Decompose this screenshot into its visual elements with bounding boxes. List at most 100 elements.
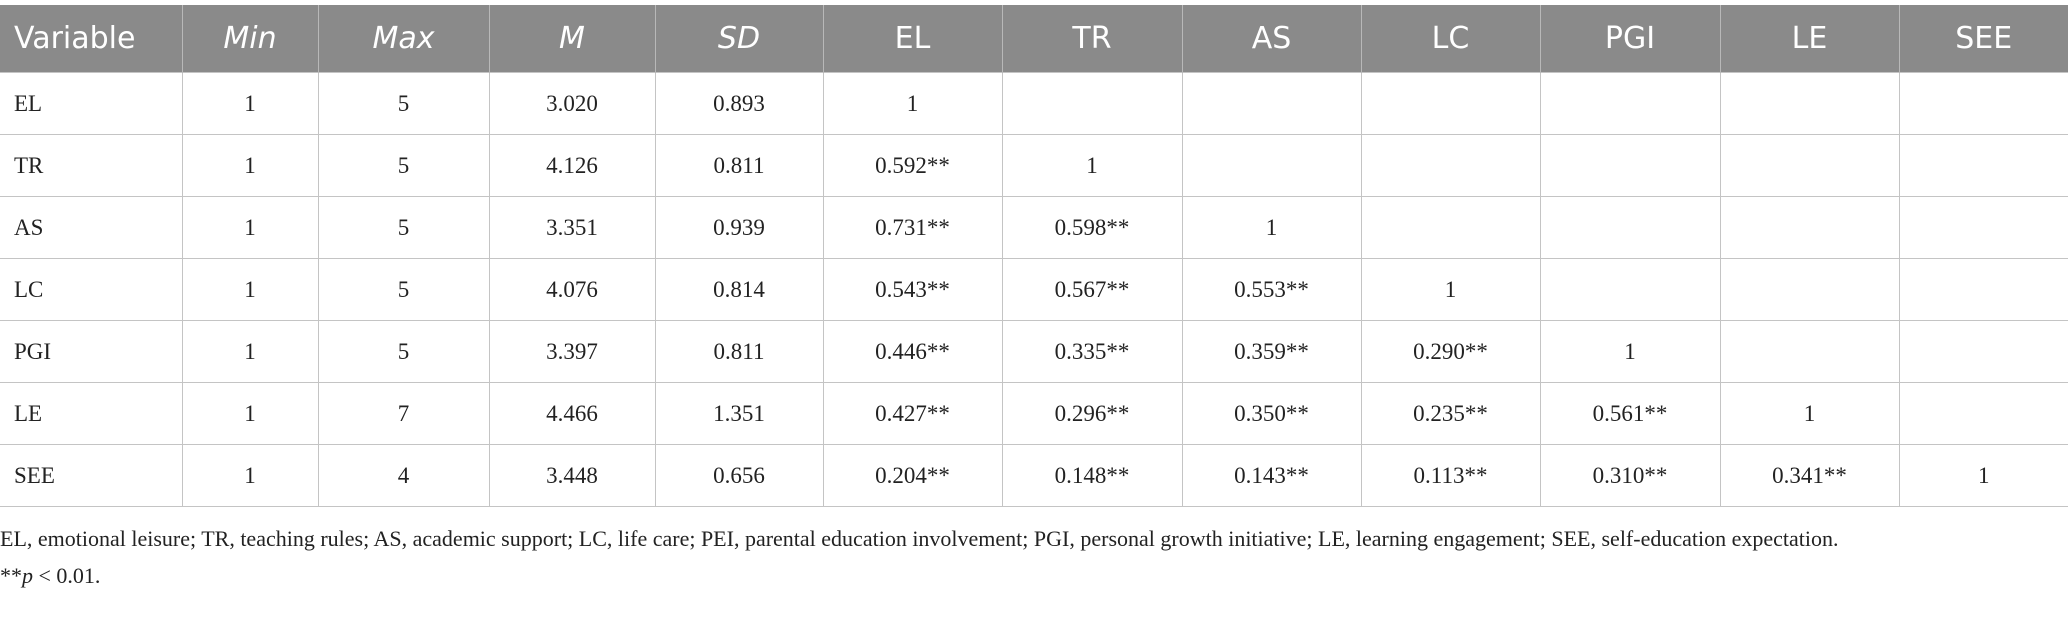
table-cell: 0.341** [1719, 444, 1900, 507]
table-cell: 4.466 [488, 382, 656, 445]
table-row: AS 1 5 3.351 0.939 0.731** 0.598** 1 [0, 196, 2068, 259]
table-cell: 0.427** [822, 382, 1003, 445]
empty-cell [1898, 72, 2068, 135]
empty-cell [1719, 320, 1900, 383]
table-cell: 0.446** [822, 320, 1003, 383]
table-cell: 4.126 [488, 134, 656, 197]
table-cell: 0.939 [654, 196, 824, 259]
table-row: SEE 1 4 3.448 0.656 0.204** 0.148** 0.143** 0.11… [0, 444, 2068, 507]
table-cell: 0.359** [1181, 320, 1362, 383]
column-header: SEE [1898, 5, 2068, 73]
table-cell: 5 [317, 320, 490, 383]
empty-cell [1898, 134, 2068, 197]
table-body: EL 1 5 3.020 0.893 1 TR 1 5 4.126 0.811 0.592** 1 AS 1… [0, 72, 2068, 507]
table-cell: 3.448 [488, 444, 656, 507]
row-label: TR [0, 134, 183, 197]
table-cell: 1 [181, 382, 319, 445]
table-cell: 0.296** [1001, 382, 1183, 445]
table-cell: 1 [1001, 134, 1183, 197]
column-header: LC [1360, 5, 1540, 73]
empty-cell [1898, 382, 2068, 445]
table-cell: 7 [317, 382, 490, 445]
empty-cell [1539, 72, 1721, 135]
table-cell: 5 [317, 72, 490, 135]
table-cell: 0.235** [1360, 382, 1541, 445]
table-cell: 1 [181, 72, 319, 135]
empty-cell [1719, 134, 1900, 197]
row-label: LC [0, 258, 183, 321]
table-cell: 4 [317, 444, 490, 507]
table-cell: 0.553** [1181, 258, 1362, 321]
empty-cell [1898, 320, 2068, 383]
table-cell: 0.598** [1001, 196, 1183, 259]
empty-cell [1539, 258, 1721, 321]
table-cell: 1 [1181, 196, 1362, 259]
table-cell: 0.204** [822, 444, 1003, 507]
table-cell: 1 [181, 258, 319, 321]
empty-cell [1181, 72, 1362, 135]
table-cell: 1.351 [654, 382, 824, 445]
table-cell: 0.148** [1001, 444, 1183, 507]
table-cell: 1 [181, 134, 319, 197]
row-label: LE [0, 382, 183, 445]
table-cell: 1 [1719, 382, 1900, 445]
column-header: Variable [0, 5, 182, 73]
table-cell: 1 [181, 196, 319, 259]
note-p: p [22, 563, 33, 588]
footnotes: EL, emotional leisure; TR, teaching rule… [0, 520, 2030, 594]
column-header: LE [1719, 5, 1899, 73]
table-row: EL 1 5 3.020 0.893 1 [0, 72, 2068, 135]
empty-cell [1181, 134, 1362, 197]
table-cell: 0.893 [654, 72, 824, 135]
note-threshold: < 0.01. [33, 563, 101, 588]
row-label: AS [0, 196, 183, 259]
table-cell: 3.020 [488, 72, 656, 135]
table-cell: 0.543** [822, 258, 1003, 321]
column-header: Min [181, 5, 318, 73]
empty-cell [1719, 72, 1900, 135]
table-row: TR 1 5 4.126 0.811 0.592** 1 [0, 134, 2068, 197]
table-cell: 0.567** [1001, 258, 1183, 321]
table-cell: 1 [822, 72, 1003, 135]
significance-note: **p < 0.01. [0, 557, 2030, 594]
column-header: SD [654, 5, 823, 73]
empty-cell [1001, 72, 1183, 135]
table-cell: 5 [317, 134, 490, 197]
table-cell: 3.351 [488, 196, 656, 259]
column-header: M [488, 5, 655, 73]
empty-cell [1360, 134, 1541, 197]
table-row: PGI 1 5 3.397 0.811 0.446** 0.335** 0.359** 0.29… [0, 320, 2068, 383]
empty-cell [1898, 196, 2068, 259]
table-cell: 0.731** [822, 196, 1003, 259]
table-row: LE 1 7 4.466 1.351 0.427** 0.296** 0.350** 0.235… [0, 382, 2068, 445]
table-cell: 0.811 [654, 134, 824, 197]
table-cell: 3.397 [488, 320, 656, 383]
table-cell: 0.310** [1539, 444, 1721, 507]
column-header: EL [822, 5, 1002, 73]
table-cell: 1 [181, 320, 319, 383]
table-cell: 0.814 [654, 258, 824, 321]
empty-cell [1360, 72, 1541, 135]
header-row: Variable Min Max M SD EL TR AS LC PGI LE SEE [0, 5, 2068, 73]
table-cell: 1 [1360, 258, 1541, 321]
column-header: PGI [1539, 5, 1720, 73]
table-cell: 4.076 [488, 258, 656, 321]
empty-cell [1719, 258, 1900, 321]
row-label: EL [0, 72, 183, 135]
empty-cell [1898, 258, 2068, 321]
empty-cell [1539, 196, 1721, 259]
table-cell: 0.592** [822, 134, 1003, 197]
table-cell: 5 [317, 258, 490, 321]
row-label: SEE [0, 444, 183, 507]
empty-cell [1360, 196, 1541, 259]
table-cell: 1 [1539, 320, 1721, 383]
empty-cell [1719, 196, 1900, 259]
table-cell: 0.290** [1360, 320, 1541, 383]
column-header: AS [1181, 5, 1361, 73]
table-cell: 0.143** [1181, 444, 1362, 507]
column-header: Max [317, 5, 489, 73]
table-cell: 0.811 [654, 320, 824, 383]
table-cell: 0.335** [1001, 320, 1183, 383]
table-cell: 5 [317, 196, 490, 259]
